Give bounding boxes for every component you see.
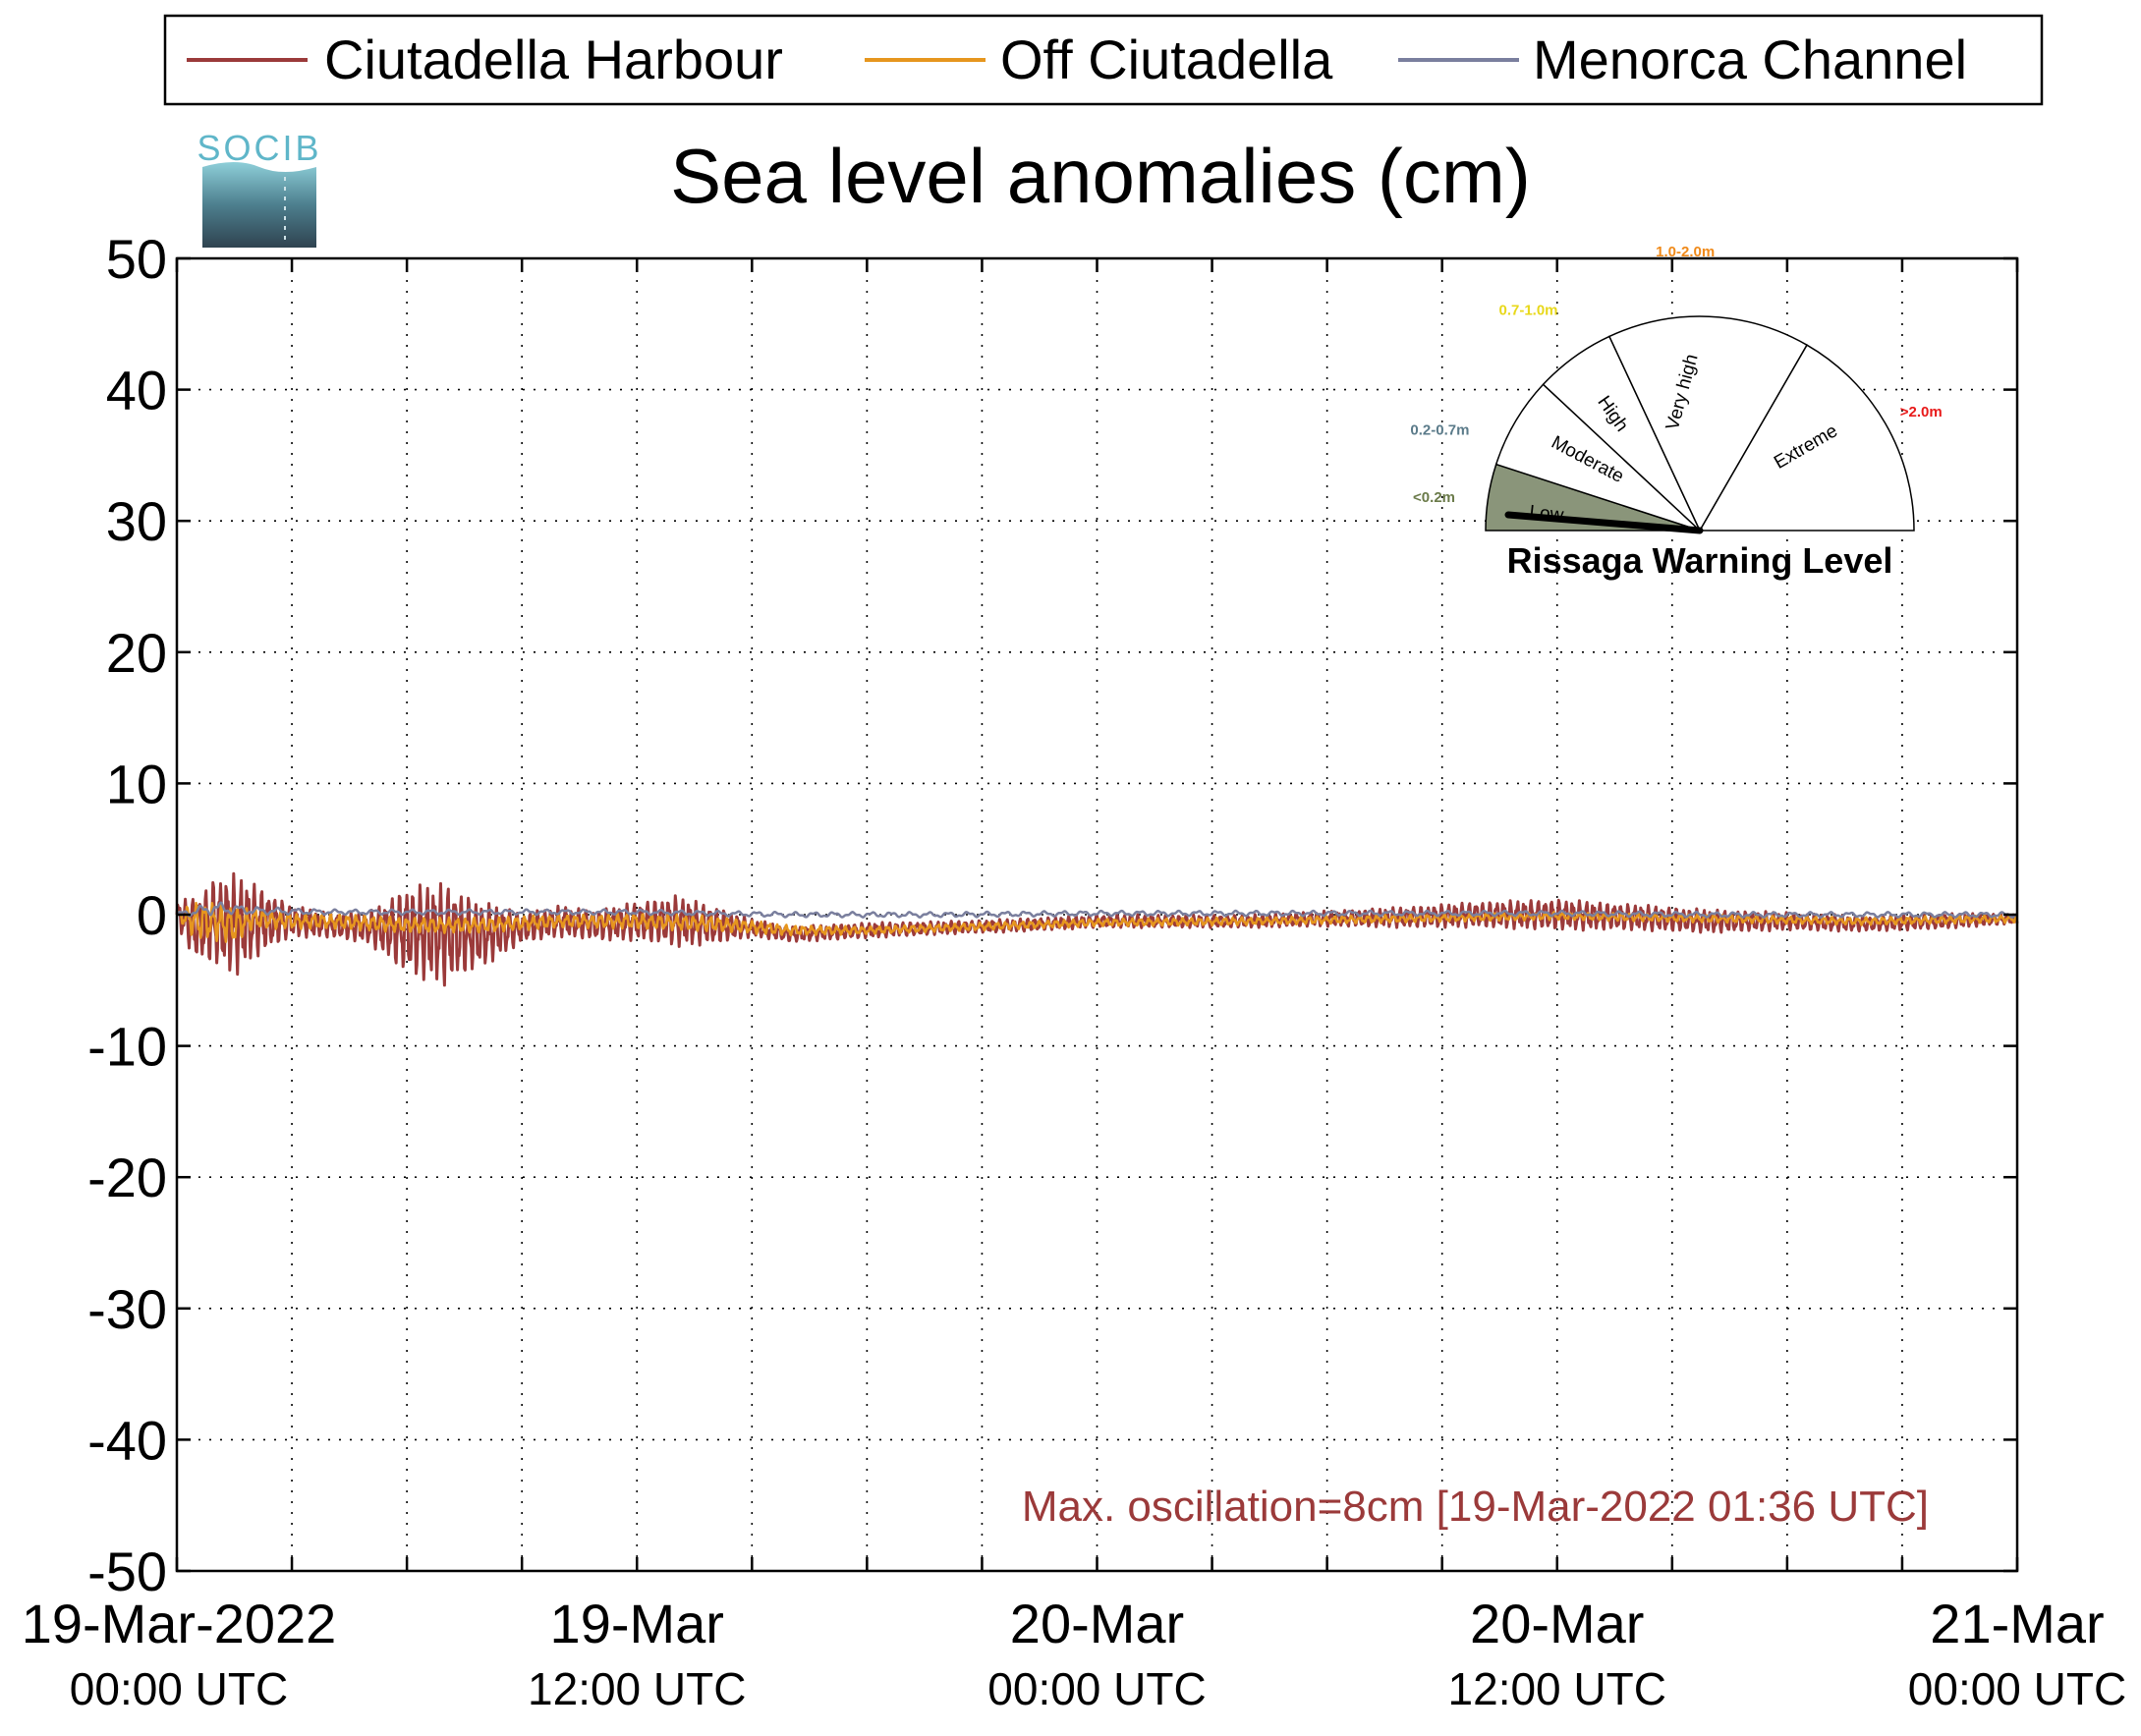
gauge-sector-extreme bbox=[1698, 344, 1915, 532]
socib-logo-text: SOCIB bbox=[197, 128, 321, 168]
x-tick-time-label: 00:00 UTC bbox=[987, 1663, 1206, 1714]
legend-label-ciutadella-harbour: Ciutadella Harbour bbox=[324, 28, 783, 90]
series-lines bbox=[175, 871, 2019, 987]
y-tick-label: -40 bbox=[87, 1409, 167, 1471]
legend-box bbox=[163, 14, 2044, 106]
x-tick-time-label: 00:00 UTC bbox=[70, 1663, 288, 1714]
y-tick-label: -10 bbox=[87, 1016, 167, 1078]
y-tick-label: 40 bbox=[106, 360, 167, 421]
y-tick-label: 30 bbox=[106, 490, 167, 552]
socib-logo: SOCIB bbox=[197, 128, 321, 248]
x-tick-date-label: 21-Mar bbox=[1930, 1593, 2104, 1654]
y-tick-label: 20 bbox=[106, 622, 167, 684]
y-tick-label: -30 bbox=[87, 1278, 167, 1340]
x-tick-time-label: 12:00 UTC bbox=[528, 1663, 746, 1714]
x-tick-date-label: 19-Mar-2022 bbox=[22, 1593, 337, 1654]
gauge-range-label: 0.7-1.0m bbox=[1498, 303, 1557, 319]
x-tick-date-label: 20-Mar bbox=[1010, 1593, 1184, 1654]
gauge-range-label: 1.0-2.0m bbox=[1656, 244, 1715, 260]
legend-label-menorca-channel: Menorca Channel bbox=[1533, 28, 1967, 90]
x-tick-time-label: 12:00 UTC bbox=[1448, 1663, 1666, 1714]
max-oscillation-annotation: Max. oscillation=8cm [19-Mar-2022 01:36 … bbox=[1022, 1483, 1929, 1531]
chart-title: Sea level anomalies (cm) bbox=[670, 133, 1531, 219]
x-tick-date-label: 19-Mar bbox=[550, 1593, 724, 1654]
series-line-menorca-channel bbox=[175, 901, 2018, 919]
x-axis: 19-Mar-2022 00:00 UTC 19-Mar 12:00 UTC 20-Ma… bbox=[22, 258, 2126, 1714]
legend-label-off-ciutadella: Off Ciutadella bbox=[1000, 28, 1333, 90]
gauge-sector-very-high bbox=[1607, 315, 1809, 532]
y-tick-label: 0 bbox=[137, 884, 167, 946]
gauge-range-label: >2.0m bbox=[1900, 404, 1943, 420]
gauge-range-label: 0.2-0.7m bbox=[1410, 421, 1469, 438]
x-tick-time-label: 00:00 UTC bbox=[1908, 1663, 2126, 1714]
gauge-needle bbox=[1504, 511, 1704, 534]
gauge-title: Rissaga Warning Level bbox=[1507, 540, 1893, 581]
series-line-off-ciutadella bbox=[175, 901, 2018, 943]
y-tick-label: 50 bbox=[106, 228, 167, 290]
legend: Ciutadella Harbour Off Ciutadella Menorc… bbox=[163, 14, 2044, 106]
y-tick-label: 10 bbox=[106, 753, 167, 814]
gauge-range-label: <0.2m bbox=[1413, 489, 1455, 506]
y-axis: 50 40 30 20 10 0 -10 -20 -30 -40 -50 bbox=[87, 228, 2017, 1602]
x-tick-date-label: 20-Mar bbox=[1470, 1593, 1644, 1654]
y-tick-label: -20 bbox=[87, 1147, 167, 1208]
y-tick-label: -50 bbox=[87, 1540, 167, 1602]
